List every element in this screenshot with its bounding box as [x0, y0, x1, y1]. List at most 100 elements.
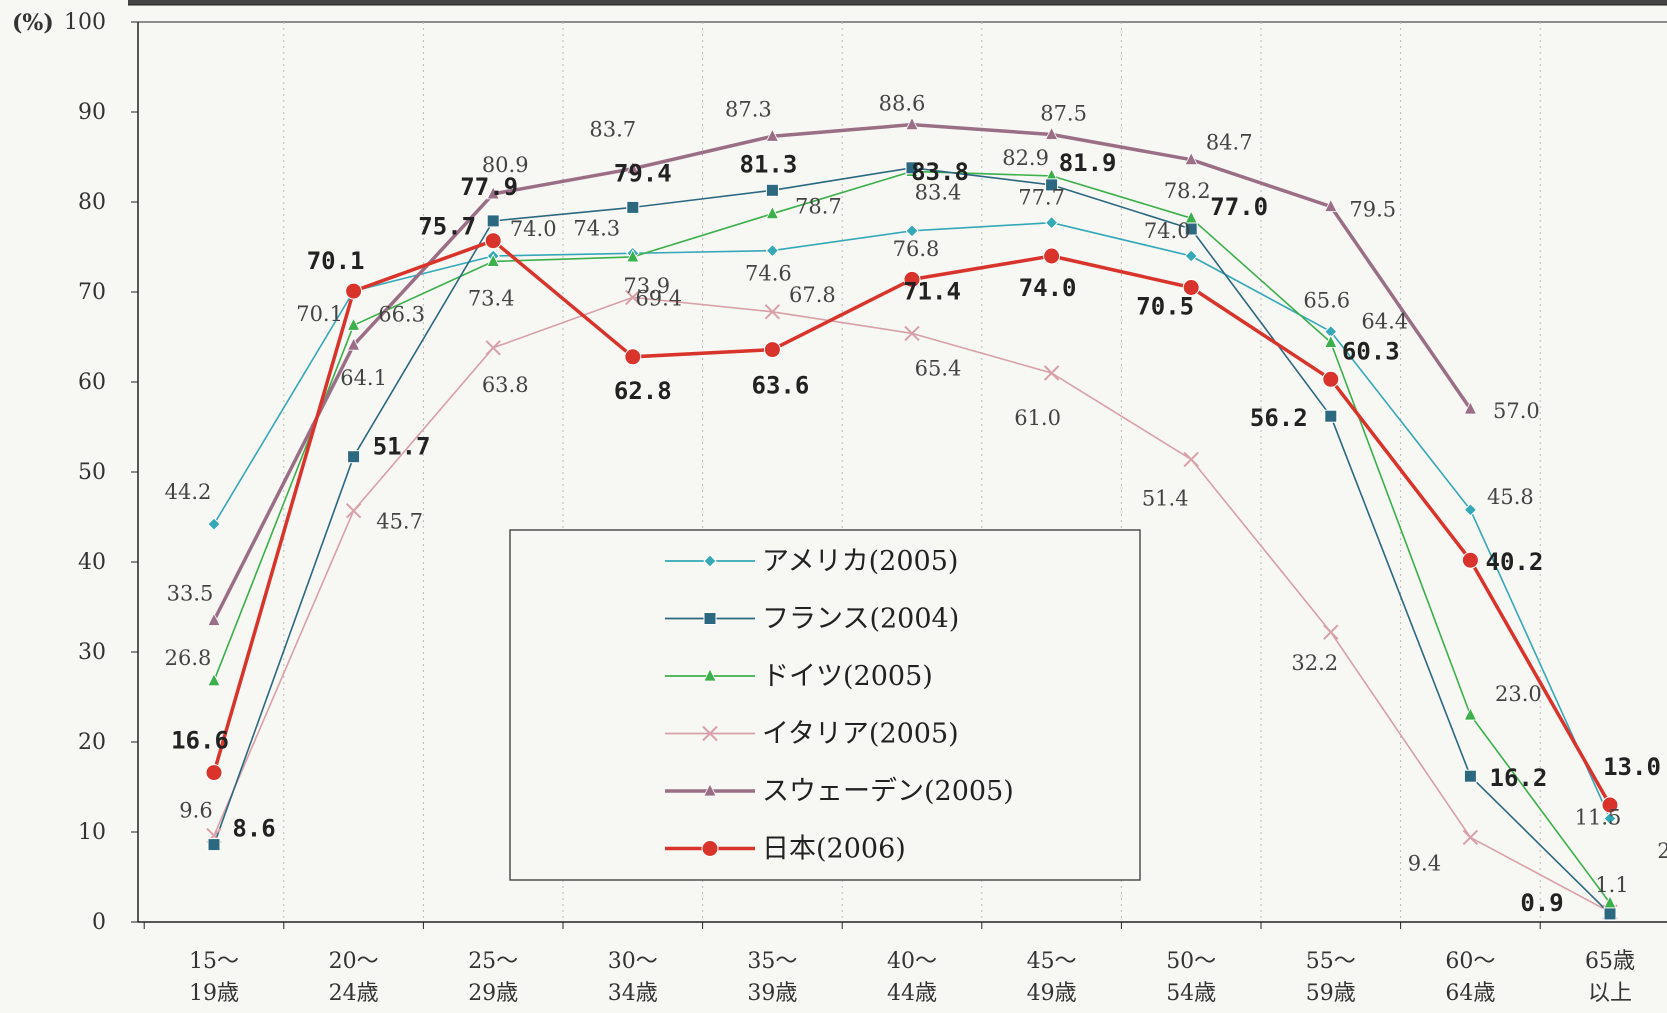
data-label: 82.9 [1002, 146, 1049, 170]
legend-item: スウェーデン(2005) [665, 776, 1014, 807]
legend-label: スウェーデン(2005) [762, 776, 1014, 807]
legend-marker [703, 668, 717, 682]
data-point-marker [625, 289, 641, 306]
legend-label: フランス(2004) [762, 604, 959, 635]
data-label: 78.7 [795, 195, 842, 219]
data-label: 60.3 [1342, 337, 1400, 365]
data-label: 57.0 [1493, 399, 1540, 423]
data-point-marker [1043, 247, 1061, 265]
data-point-marker [1461, 551, 1479, 569]
y-tick-label: 30 [78, 640, 106, 665]
data-point-marker [763, 341, 781, 359]
legend-marker [703, 554, 717, 568]
data-label: 75.7 [418, 213, 476, 241]
data-label: 83.4 [915, 180, 962, 204]
data-label: 33.5 [167, 582, 214, 606]
data-label: 16.2 [1490, 764, 1548, 792]
data-label: 74.3 [573, 216, 620, 240]
data-point-marker [1324, 409, 1338, 423]
data-label: 8.6 [232, 815, 275, 843]
data-label: 70.1 [307, 247, 365, 275]
y-tick-label: 10 [78, 820, 106, 845]
data-label: 51.4 [1142, 486, 1189, 510]
legend-marker [701, 840, 719, 857]
data-point-marker [346, 337, 361, 351]
data-label: 83.7 [589, 118, 636, 142]
data-label: 74.6 [745, 262, 792, 286]
data-label: 70.1 [296, 302, 343, 326]
data-point-marker [1183, 451, 1199, 468]
data-point-marker [207, 838, 221, 852]
data-point-marker [1044, 126, 1059, 140]
x-tick-label: 60～ 64歳 [1445, 949, 1495, 1006]
data-label: 77.7 [1018, 186, 1065, 210]
data-label: 64.1 [340, 366, 387, 390]
data-point-marker [484, 232, 502, 250]
data-label: 70.5 [1136, 293, 1194, 321]
data-label: 77.9 [460, 173, 518, 201]
data-label: 69.4 [635, 286, 682, 310]
data-label: 81.9 [1059, 149, 1117, 177]
data-point-marker [1463, 401, 1478, 415]
data-point-marker [905, 224, 919, 238]
data-point-marker [345, 282, 363, 300]
data-point-marker [486, 214, 500, 228]
data-point-marker [1324, 198, 1338, 212]
data-point-marker [903, 270, 921, 288]
data-point-marker [1045, 178, 1059, 192]
y-tick-label: 20 [78, 730, 106, 755]
data-point-marker [765, 128, 780, 142]
data-label: 2.1 [1657, 839, 1667, 863]
data-point-marker [626, 249, 640, 263]
data-point-marker [765, 183, 779, 197]
data-point-marker [905, 161, 919, 175]
x-tick-label: 30～ 34歳 [608, 949, 658, 1006]
data-point-marker [1184, 151, 1198, 166]
x-tick-label: 20～ 24歳 [329, 949, 379, 1006]
data-label: 71.4 [903, 277, 961, 305]
data-label: 87.3 [725, 97, 772, 121]
data-point-marker [1463, 769, 1477, 783]
legend-label: アメリカ(2005) [762, 546, 958, 577]
y-tick-label: 0 [92, 910, 106, 935]
legend-label: ドイツ(2005) [762, 661, 933, 692]
y-tick-label: 50 [78, 460, 106, 485]
y-axis-unit-label: (%) [12, 10, 54, 36]
data-point-marker [1463, 503, 1478, 517]
data-point-marker [905, 116, 919, 131]
data-label: 88.6 [879, 92, 926, 116]
data-point-marker [1603, 907, 1617, 921]
y-tick-label: 70 [78, 280, 106, 305]
data-label: 16.6 [171, 727, 229, 755]
data-point-marker [207, 517, 221, 531]
data-label: 74.0 [1144, 219, 1191, 243]
legend-marker [703, 612, 717, 625]
x-tick-label: 55～ 59歳 [1306, 949, 1356, 1006]
data-point-marker [347, 450, 361, 464]
data-label: 62.8 [614, 377, 672, 405]
data-label: 11.5 [1575, 806, 1622, 830]
data-point-marker [624, 348, 642, 366]
data-label: 23.0 [1495, 682, 1542, 706]
data-point-marker [765, 243, 780, 258]
data-label: 56.2 [1250, 404, 1308, 432]
y-tick-label: 90 [78, 100, 106, 125]
data-point-marker [1043, 365, 1060, 381]
data-label: 80.9 [482, 153, 529, 177]
data-point-marker [1603, 811, 1617, 826]
data-label: 61.0 [1014, 406, 1061, 430]
data-point-marker [1322, 370, 1340, 388]
data-point-marker [486, 186, 500, 200]
data-label: 73.9 [623, 274, 670, 298]
data-label: 64.4 [1361, 309, 1408, 333]
x-tick-label: 15～ 19歳 [189, 949, 239, 1006]
data-point-marker [1462, 829, 1479, 846]
data-label: 74.0 [1019, 274, 1077, 302]
data-point-marker [486, 253, 500, 267]
legend-item: アメリカ(2005) [665, 546, 958, 577]
data-label: 45.8 [1487, 485, 1534, 509]
data-point-marker [626, 160, 640, 175]
data-point-marker [1324, 334, 1338, 348]
data-label: 1.1 [1595, 873, 1628, 897]
